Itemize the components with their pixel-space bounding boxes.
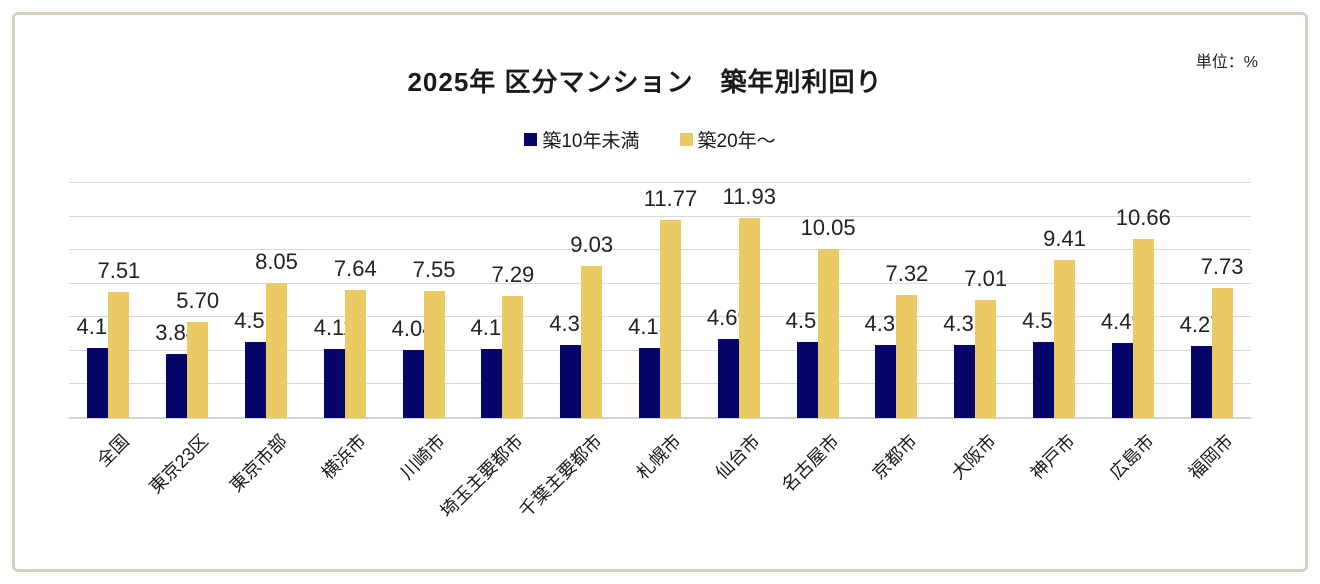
category-label: 仙台市 xyxy=(711,430,764,484)
bar-series2-大阪市 xyxy=(975,300,997,418)
category-label: 広島市 xyxy=(1105,430,1158,484)
value-label: 7.01 xyxy=(964,266,1008,292)
value-label: 7.64 xyxy=(333,255,377,281)
category-label: 東京市部 xyxy=(225,430,291,496)
bar-series1-名古屋市 xyxy=(796,342,818,418)
bar-series1-千葉主要都市 xyxy=(560,344,582,418)
bar-series1-仙台市 xyxy=(717,339,739,418)
value-label: 10.66 xyxy=(1115,205,1171,231)
category-label: 神戸市 xyxy=(1026,430,1079,484)
bar-series2-仙台市 xyxy=(738,217,760,418)
bar-series2-東京23区 xyxy=(187,322,209,418)
bar-series1-札幌市 xyxy=(639,348,660,418)
value-label: 7.29 xyxy=(491,261,535,287)
bar-series2-広島市 xyxy=(1132,239,1154,418)
category-label: 全国 xyxy=(93,430,134,471)
category-label: 横浜市 xyxy=(317,430,370,484)
value-label: 7.32 xyxy=(885,261,929,287)
legend-item-under10: 築10年未満 xyxy=(524,126,640,153)
bar-series1-横浜市 xyxy=(323,349,345,418)
gridline xyxy=(69,182,1251,183)
category-label: 川崎市 xyxy=(396,430,449,484)
bar-series2-名古屋市 xyxy=(817,249,839,418)
value-label: 5.70 xyxy=(176,288,220,314)
category-label: 名古屋市 xyxy=(777,430,843,496)
category-label: 京都市 xyxy=(869,430,922,484)
bar-series1-大阪市 xyxy=(954,345,976,418)
category-label: 大阪市 xyxy=(947,430,1001,484)
bar-series1-京都市 xyxy=(875,344,897,418)
value-label: 11.77 xyxy=(643,186,698,212)
legend-label-under10: 築10年未満 xyxy=(542,131,640,152)
bar-series2-京都市 xyxy=(896,295,918,418)
bar-series1-埼玉主要都市 xyxy=(481,348,503,418)
bar-series1-福岡市 xyxy=(1190,346,1212,418)
value-label: 8.05 xyxy=(255,248,298,274)
bar-series2-神戸市 xyxy=(1054,260,1075,418)
x-axis-baseline xyxy=(69,417,1251,419)
bar-series1-広島市 xyxy=(1111,342,1133,418)
value-label: 7.55 xyxy=(412,257,456,283)
value-label: 7.51 xyxy=(97,257,141,283)
bar-series1-神戸市 xyxy=(1033,342,1054,418)
plot-area: 4.15 7.51 3.84 5.70 4.51 8.05 4.11 7.64 4.04 7.55… xyxy=(69,182,1251,419)
legend-swatch-over20-icon xyxy=(679,133,693,146)
bar-series2-埼玉主要都市 xyxy=(502,295,524,418)
legend-item-over20: 築20年〜 xyxy=(679,126,776,153)
legend-swatch-under10-icon xyxy=(524,133,538,146)
bar-series1-全国 xyxy=(87,348,109,418)
bar-series2-横浜市 xyxy=(344,289,366,418)
value-label: 11.93 xyxy=(722,183,777,209)
value-label: 9.03 xyxy=(570,232,614,258)
value-label: 10.05 xyxy=(800,215,856,241)
bar-series2-全国 xyxy=(108,291,130,418)
legend: 築10年未満 築20年〜 xyxy=(0,126,1300,153)
category-label: 東京23区 xyxy=(145,430,213,498)
bar-series2-千葉主要都市 xyxy=(581,266,603,418)
gridline xyxy=(69,215,1251,217)
bar-series1-東京23区 xyxy=(166,353,188,418)
bar-series2-川崎市 xyxy=(423,291,445,418)
unit-label: 単位：% xyxy=(1195,54,1258,71)
category-label: 福岡市 xyxy=(1184,430,1237,484)
category-label: 埼玉主要都市 xyxy=(436,430,528,522)
legend-label-over20: 築20年〜 xyxy=(697,131,776,152)
chart-title: 2025年 区分マンション 築年別利回り xyxy=(407,67,883,97)
value-label: 7.73 xyxy=(1200,254,1244,280)
bar-series2-福岡市 xyxy=(1211,288,1233,418)
bar-series2-東京市部 xyxy=(266,282,287,418)
value-label: 9.41 xyxy=(1043,226,1086,252)
category-label: 札幌市 xyxy=(632,430,685,484)
bar-series2-札幌市 xyxy=(660,220,681,418)
category-label: 千葉主要都市 xyxy=(515,430,607,522)
bar-series1-東京市部 xyxy=(245,342,266,418)
bar-series1-川崎市 xyxy=(402,350,424,418)
